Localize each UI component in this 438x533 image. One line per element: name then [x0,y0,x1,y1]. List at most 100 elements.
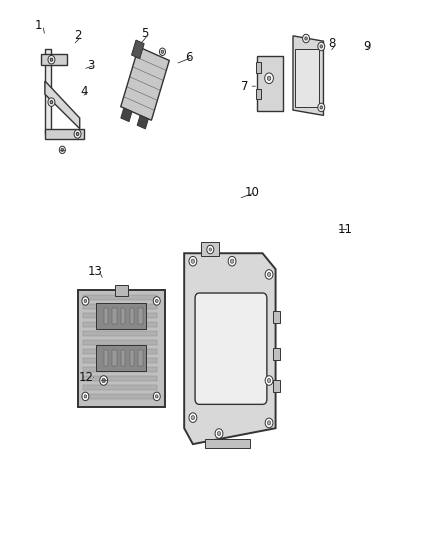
FancyBboxPatch shape [96,303,146,328]
Circle shape [153,297,160,305]
Circle shape [100,376,108,385]
FancyBboxPatch shape [201,242,219,256]
Circle shape [318,42,325,51]
FancyBboxPatch shape [273,348,280,360]
FancyBboxPatch shape [45,49,51,134]
Circle shape [50,58,53,61]
Circle shape [48,98,55,107]
Circle shape [228,256,236,266]
Polygon shape [121,47,169,120]
FancyBboxPatch shape [295,49,319,108]
Circle shape [82,392,89,401]
Polygon shape [45,81,80,128]
Text: 10: 10 [244,186,259,199]
Circle shape [267,76,271,80]
FancyBboxPatch shape [257,56,283,111]
Circle shape [265,270,273,279]
Text: 6: 6 [185,51,192,63]
Circle shape [265,376,273,385]
FancyBboxPatch shape [83,340,157,345]
Circle shape [155,300,158,303]
FancyBboxPatch shape [83,358,157,363]
Bar [113,308,117,324]
Circle shape [209,248,212,251]
Circle shape [265,418,273,427]
Text: 5: 5 [141,27,148,39]
FancyBboxPatch shape [256,62,261,73]
Text: 11: 11 [338,223,353,236]
Circle shape [320,106,322,109]
Circle shape [84,300,87,303]
Text: 1: 1 [35,19,42,32]
Bar [104,350,108,366]
Circle shape [155,395,158,398]
Text: 8: 8 [328,37,336,50]
Circle shape [267,378,271,383]
FancyBboxPatch shape [83,349,157,354]
Circle shape [61,148,64,151]
Circle shape [84,395,87,398]
FancyBboxPatch shape [83,394,157,399]
Circle shape [189,413,197,422]
Text: 9: 9 [363,40,371,53]
Polygon shape [41,54,67,65]
Polygon shape [184,253,276,444]
Circle shape [48,55,55,64]
FancyBboxPatch shape [273,311,280,322]
Circle shape [267,421,271,425]
Circle shape [230,259,234,263]
Circle shape [217,431,221,435]
FancyBboxPatch shape [256,89,261,100]
Text: 12: 12 [79,372,94,384]
FancyBboxPatch shape [83,376,157,381]
Circle shape [76,132,79,135]
FancyBboxPatch shape [83,295,157,300]
Text: 4: 4 [80,85,88,98]
Circle shape [191,416,194,419]
Circle shape [191,259,194,263]
Bar [121,308,125,324]
Bar [138,308,143,324]
Bar [113,350,117,366]
Circle shape [207,245,214,254]
Bar [121,350,125,366]
Bar [130,350,134,366]
Circle shape [74,130,81,138]
Polygon shape [137,115,148,129]
FancyBboxPatch shape [83,304,157,309]
FancyBboxPatch shape [195,293,267,405]
Polygon shape [131,40,144,59]
Text: 13: 13 [88,265,102,278]
Circle shape [305,37,307,40]
FancyBboxPatch shape [96,345,146,371]
Text: 2: 2 [74,29,81,42]
Circle shape [215,429,223,438]
Text: 3: 3 [87,59,94,71]
FancyBboxPatch shape [83,313,157,318]
Bar [130,308,134,324]
Circle shape [50,101,53,104]
Polygon shape [121,108,132,122]
Bar [104,308,108,324]
Circle shape [153,392,160,401]
Polygon shape [45,128,84,139]
Circle shape [267,272,271,277]
Circle shape [320,45,322,48]
FancyBboxPatch shape [83,330,157,336]
Text: 7: 7 [241,80,249,93]
Circle shape [159,48,166,55]
Circle shape [82,297,89,305]
FancyBboxPatch shape [273,380,280,392]
FancyBboxPatch shape [83,367,157,372]
FancyBboxPatch shape [83,385,157,390]
Circle shape [161,50,164,53]
Circle shape [59,146,65,154]
FancyBboxPatch shape [205,439,251,448]
Bar [138,350,143,366]
Circle shape [318,103,325,112]
FancyBboxPatch shape [78,290,165,407]
FancyBboxPatch shape [83,321,157,327]
Circle shape [303,34,310,43]
Circle shape [189,256,197,266]
Circle shape [265,73,273,84]
